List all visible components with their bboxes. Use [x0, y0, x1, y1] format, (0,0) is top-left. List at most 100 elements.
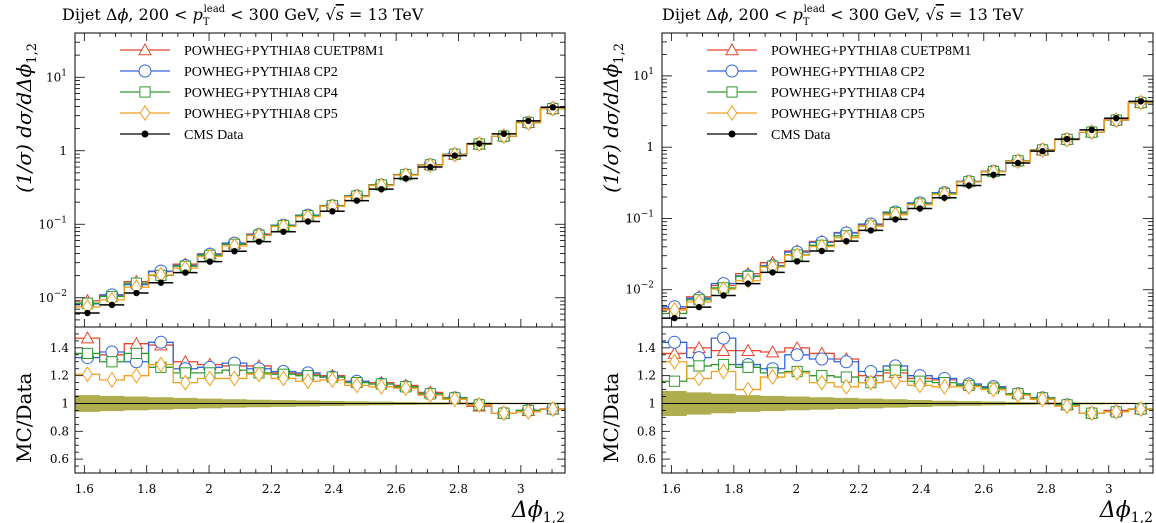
y-tick-label-ratio: 0.6: [50, 452, 69, 466]
mc-marker-ratio: [229, 370, 240, 387]
data-point: [378, 185, 385, 193]
data-point: [769, 269, 776, 276]
mc-marker-ratio: [889, 373, 901, 390]
data-point: [818, 247, 826, 255]
legend-label: POWHEG+PYTHIA8 CP2: [184, 65, 338, 80]
y-tick-label-main: 101: [46, 68, 67, 84]
data-point: [280, 228, 287, 235]
y-axis-label-main: (1/σ) dσ/dΔϕ1,2: [12, 43, 40, 193]
mc-marker-ratio: [154, 335, 168, 349]
mc-marker-ratio: [1012, 387, 1024, 404]
ratio-plot-frame: [74, 326, 566, 474]
data-point: [304, 218, 312, 225]
mc-marker-ratio: [82, 366, 93, 383]
data-point: [1088, 126, 1095, 134]
legend-label: POWHEG+PYTHIA8 CP5: [771, 107, 925, 122]
x-tick-label: 2.2: [262, 482, 281, 496]
y-tick-label-main: 1: [646, 140, 654, 154]
y-axis-label-ratio: MC/Data: [12, 372, 36, 463]
legend-label: POWHEG+PYTHIA8 CUETP8M1: [184, 44, 384, 59]
data-point: [892, 216, 899, 223]
mc-marker-ratio: [816, 374, 828, 391]
x-tick-label: 3: [1105, 482, 1113, 496]
y-tick-label-main: 10−1: [38, 215, 67, 231]
legend-marker: [139, 86, 151, 98]
mc-marker-ratio: [865, 374, 877, 391]
mc-marker-ratio: [767, 368, 778, 386]
x-axis-label: Δϕ1,2: [511, 498, 565, 523]
data-point: [427, 163, 434, 171]
mc-marker-ratio: [278, 370, 289, 387]
y-axis-label-ratio: MC/Data: [599, 372, 623, 463]
mc-marker-ratio: [375, 378, 387, 395]
mc-marker-ratio: [669, 353, 680, 370]
data-point: [402, 175, 410, 182]
data-point: [1039, 147, 1046, 155]
mc-marker-ratio: [179, 374, 191, 391]
mc-marker-ratio: [1135, 400, 1147, 418]
mc-marker-ratio: [939, 378, 950, 395]
mc-marker-ratio: [742, 381, 754, 398]
mc-marker-ratio: [717, 331, 731, 345]
mc-marker-ratio: [839, 355, 853, 369]
mc-marker-ratio: [155, 356, 167, 373]
y-tick-label-ratio: 1: [61, 396, 69, 410]
legend-label: POWHEG+PYTHIA8 CP5: [184, 107, 338, 122]
legend-marker: [725, 42, 739, 56]
x-tick-label: 1.6: [75, 482, 94, 496]
data-point: [1014, 159, 1022, 167]
y-tick-label-ratio: 1.4: [50, 341, 69, 355]
data-point: [549, 104, 557, 111]
mc-marker-ratio: [741, 343, 755, 356]
y-tick-label-ratio: 1.2: [50, 369, 69, 383]
mc-marker-ratio: [302, 373, 314, 390]
x-tick-label: 2.6: [974, 482, 993, 496]
y-tick-label-ratio: 1.2: [637, 369, 656, 383]
mc-marker-main: [351, 188, 363, 205]
mc-marker-ratio: [840, 378, 852, 395]
legend-marker: [726, 104, 738, 122]
data-point: [231, 247, 238, 255]
mc-marker-ratio: [742, 361, 754, 373]
mc-marker-ratio: [693, 360, 705, 372]
data-point: [1063, 135, 1071, 143]
y-tick-label-main: 10−2: [38, 289, 67, 305]
data-point: [867, 227, 875, 234]
mc-marker-ratio: [400, 380, 412, 397]
data-point: [255, 238, 263, 245]
ratio-plot-frame: [661, 326, 1154, 474]
mc-marker-main: [914, 196, 926, 213]
data-point: [793, 258, 801, 265]
mc-marker-ratio: [693, 370, 705, 387]
data-point: [843, 237, 850, 245]
mc-marker-ratio: [914, 377, 926, 394]
y-tick-label-ratio: 0.6: [637, 452, 656, 466]
legend-marker: [138, 64, 152, 78]
mc-marker-ratio: [1110, 403, 1122, 420]
mc-marker-ratio: [791, 364, 803, 381]
data-point: [525, 117, 532, 125]
data-point: [157, 279, 165, 286]
x-tick-label: 3: [517, 482, 525, 496]
data-point: [182, 269, 189, 276]
mc-marker-ratio: [716, 343, 731, 356]
x-tick-label: 2.2: [849, 482, 868, 496]
y-axis-label-main: (1/σ) dσ/dΔϕ1,2: [599, 43, 627, 193]
mc-marker-ratio: [522, 403, 534, 420]
y-tick-label-main: 10−2: [625, 281, 654, 297]
y-tick-label-ratio: 0.8: [50, 424, 69, 438]
left-panel: Dijet Δϕ, 200 < pTlead < 300 GeV, √s = 1…: [12, 4, 566, 523]
mc-marker-ratio: [668, 375, 681, 387]
data-point: [965, 182, 973, 189]
data-point: [941, 194, 948, 201]
x-tick-label: 2: [793, 482, 801, 496]
y-tick-label-ratio: 1.4: [637, 341, 656, 355]
mc-marker-ratio: [449, 391, 461, 408]
right-panel: Dijet Δϕ, 200 < pTlead < 300 GeV, √s = 1…: [599, 4, 1154, 523]
y-tick-label-main: 101: [633, 67, 654, 83]
data-point: [990, 171, 997, 178]
data-point: [744, 280, 752, 287]
legend-marker: [725, 64, 739, 78]
mc-marker-ratio: [204, 370, 216, 387]
data-point: [916, 205, 924, 212]
